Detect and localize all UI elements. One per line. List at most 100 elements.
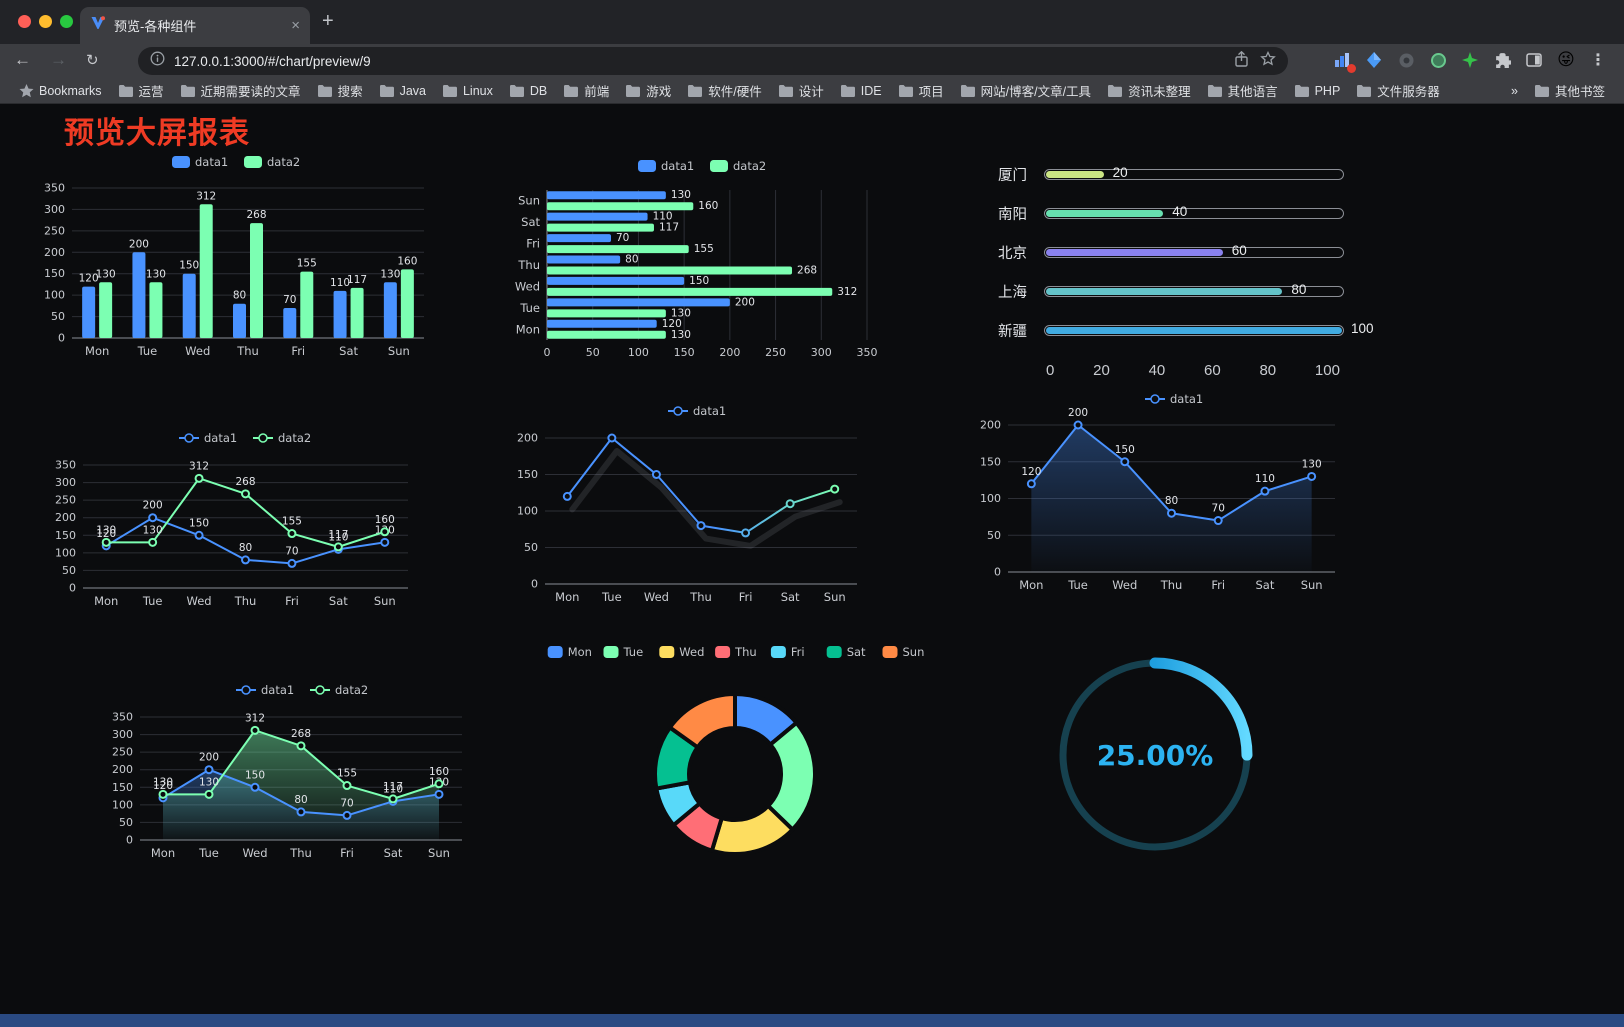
- bookmark-folder[interactable]: 搜索: [310, 79, 370, 102]
- bookmark-folder[interactable]: 近期需要读的文章: [173, 79, 308, 102]
- bookmark-folder[interactable]: 运营: [111, 79, 171, 102]
- forward-button[interactable]: →: [50, 50, 67, 69]
- legend-item[interactable]: Thu: [715, 645, 757, 659]
- bookmarks-overflow-button[interactable]: »: [1511, 83, 1518, 98]
- legend-item[interactable]: Sat: [826, 645, 866, 659]
- progress-fill: [1046, 249, 1223, 256]
- extensions-puzzle-icon[interactable]: [1490, 48, 1514, 72]
- svg-text:150: 150: [517, 468, 538, 481]
- site-info-icon[interactable]: [150, 51, 165, 71]
- svg-text:100: 100: [55, 546, 76, 559]
- bookmark-folder[interactable]: 游戏: [618, 79, 678, 102]
- minimize-window-button[interactable]: [39, 15, 52, 28]
- browser-tab[interactable]: 预览-各种组件 ×: [80, 7, 310, 44]
- extension-green-star-icon[interactable]: [1458, 48, 1482, 72]
- bar-chart[interactable]: data1 data2 0 50 100 150 200 250 300 350 Mon Tue Wed…: [36, 148, 436, 363]
- svg-text:70: 70: [616, 232, 629, 244]
- bookmark-label: 文件服务器: [1377, 85, 1440, 99]
- extension-stats-icon[interactable]: [1330, 48, 1356, 73]
- legend-item[interactable]: Tue: [603, 645, 644, 659]
- progress-track: 40: [1044, 204, 1344, 219]
- svg-text:data1: data1: [1170, 392, 1203, 406]
- bookmark-folder[interactable]: Linux: [435, 82, 500, 100]
- svg-text:Fri: Fri: [291, 344, 305, 358]
- svg-text:Thu: Thu: [236, 344, 259, 358]
- profile-avatar[interactable]: 😜: [1557, 50, 1575, 69]
- bookmark-label: DB: [529, 83, 548, 98]
- progress-row[interactable]: 北京 60: [998, 233, 1344, 272]
- legend-item[interactable]: Mon: [547, 645, 592, 659]
- bookmark-folder[interactable]: PHP: [1287, 82, 1348, 100]
- progress-row[interactable]: 厦门 20: [998, 155, 1344, 194]
- legend-item[interactable]: Sun: [882, 645, 925, 659]
- area-chart-dual[interactable]: data1 data2 0 50 100 150 200 250 300 350 Mon Tue Wed…: [100, 676, 475, 888]
- legend-item[interactable]: data1: [179, 431, 237, 445]
- address-bar[interactable]: 127.0.0.1:3000/#/chart/preview/9: [138, 47, 1288, 75]
- progress-bar-chart[interactable]: 厦门 20 南阳 40 北京 60 上海 80 新疆 100 0 20 40 60 80 100: [998, 155, 1374, 379]
- legend-item[interactable]: data1: [172, 155, 228, 169]
- gauge-chart[interactable]: 25.00%: [1050, 648, 1260, 863]
- line-chart-dual[interactable]: data1 data2 0 50 100 150 200 250 300 350 Mon Tue Wed…: [45, 423, 425, 635]
- horizontal-bar-chart[interactable]: data1 data2 0 50 100 150 200 250 300 350 Sun 130 160…: [505, 152, 900, 364]
- tab-close-icon[interactable]: ×: [291, 17, 300, 34]
- line-series-data1[interactable]: 120 200 150 80 70 110 130: [1021, 407, 1322, 526]
- bookmark-folder[interactable]: 其他语言: [1200, 79, 1285, 102]
- line-series-data1[interactable]: [562, 433, 840, 538]
- svg-text:Wed: Wed: [1112, 578, 1137, 592]
- bookmark-other-bookmarks[interactable]: 其他书签: [1527, 79, 1612, 102]
- zoom-window-button[interactable]: [60, 15, 73, 28]
- bookmark-folder[interactable]: 软件/硬件: [680, 79, 768, 102]
- bookmark-folder[interactable]: Java: [372, 82, 433, 100]
- donut-chart[interactable]: Mon Tue Wed Thu Fri Sat Sun: [547, 638, 924, 878]
- back-button[interactable]: ←: [14, 50, 31, 69]
- bookmark-folder[interactable]: 文件服务器: [1349, 79, 1447, 102]
- line-chart-gradient[interactable]: data1 0 50 100 150 200 Mon Tue Wed Thu Fri Sat Sun: [503, 396, 873, 611]
- line-series-data1[interactable]: 120 200 150 80 70 110 130: [96, 500, 395, 568]
- legend-item[interactable]: data2: [310, 683, 368, 697]
- svg-text:268: 268: [235, 476, 255, 488]
- legend-item[interactable]: data2: [253, 431, 311, 445]
- bar-series-data2[interactable]: 130 130 312 268 155 117 160: [96, 190, 418, 338]
- url-text[interactable]: 127.0.0.1:3000/#/chart/preview/9: [174, 53, 371, 69]
- extension-kite-icon[interactable]: [1362, 48, 1386, 72]
- progress-row[interactable]: 上海 80: [998, 272, 1344, 311]
- bookmark-folder[interactable]: 项目: [891, 79, 951, 102]
- progress-row[interactable]: 新疆 100: [998, 311, 1374, 350]
- bookmark-folder[interactable]: 前端: [556, 79, 616, 102]
- line-series-data2[interactable]: 130 130 312 268 155 117 160: [96, 460, 395, 552]
- extension-green-circle-icon[interactable]: [1426, 48, 1450, 72]
- bookmark-folder[interactable]: DB: [502, 82, 554, 100]
- area-chart-single[interactable]: data1 0 50 100 150 200 Mon Tue Wed Thu Fri Sat Sun 12…: [963, 386, 1348, 598]
- legend-item[interactable]: data2: [710, 159, 766, 173]
- pie-slice-Sun[interactable]: [667, 692, 737, 750]
- bookmark-folder[interactable]: 网站/博客/文章/工具: [953, 79, 1098, 102]
- svg-text:Sun: Sun: [374, 594, 396, 608]
- legend-item[interactable]: data1: [236, 683, 294, 697]
- browser-menu-icon[interactable]: ⋮: [1590, 52, 1606, 69]
- svg-text:Tue: Tue: [601, 590, 622, 604]
- reload-button[interactable]: ↻: [86, 52, 99, 69]
- share-icon[interactable]: [1235, 50, 1248, 72]
- bar-series-data1[interactable]: 120 200 150 80 70 110 130: [79, 238, 401, 338]
- legend-item[interactable]: Fri: [770, 645, 805, 659]
- legend-item[interactable]: data1: [668, 404, 726, 418]
- legend-item[interactable]: Wed: [659, 645, 704, 659]
- svg-text:300: 300: [811, 346, 832, 359]
- bookmark-folder[interactable]: IDE: [833, 82, 889, 100]
- svg-text:Thu: Thu: [689, 590, 712, 604]
- line-series-data2[interactable]: 130 130 312 268 155 117 160: [153, 712, 449, 804]
- side-panel-icon[interactable]: [1522, 48, 1546, 72]
- bookmark-item-bookmarks[interactable]: Bookmarks: [12, 82, 109, 100]
- close-window-button[interactable]: [18, 15, 31, 28]
- bookmark-folder[interactable]: 资讯未整理: [1100, 79, 1198, 102]
- new-tab-button[interactable]: +: [322, 10, 334, 32]
- extension-sphere-icon[interactable]: [1394, 48, 1418, 72]
- legend-item[interactable]: data1: [1145, 392, 1203, 406]
- bookmark-star-icon[interactable]: [1260, 50, 1276, 71]
- legend-item[interactable]: data1: [638, 159, 694, 173]
- legend-item[interactable]: data2: [244, 155, 300, 169]
- svg-text:Sun: Sun: [903, 645, 925, 659]
- progress-row[interactable]: 南阳 40: [998, 194, 1344, 233]
- bookmark-folder[interactable]: 设计: [771, 79, 831, 102]
- svg-text:Tue: Tue: [519, 301, 540, 315]
